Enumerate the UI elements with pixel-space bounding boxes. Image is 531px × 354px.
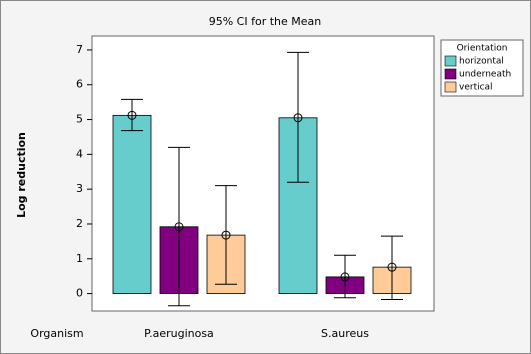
error-bar [121,98,143,132]
mean-marker [293,113,303,123]
error-bar [168,146,190,307]
mean-marker [340,272,350,282]
y-tick-label: 2 [76,217,83,230]
error-bar [287,51,309,183]
y-tick-label: 7 [76,43,83,56]
legend-label: vertical [459,83,493,93]
mean-marker [174,222,184,232]
y-tick-label: 0 [76,287,83,300]
chart-title: 95% CI for the Mean [209,15,322,28]
error-bar [334,254,356,299]
y-tick-label: 5 [76,113,83,126]
legend-swatch [444,81,457,93]
mean-marker [127,110,137,120]
legend-swatch [444,55,457,67]
legend-title: Orientation [457,44,508,54]
error-bar [381,235,403,301]
y-tick-label: 4 [76,147,83,160]
x-tick-label: P.aeruginosa [144,327,214,340]
legend-label: horizontal [459,57,504,67]
y-axis-label: Log reduction [15,132,28,218]
y-tick-label: 6 [76,78,83,91]
y-tick-label: 1 [76,252,83,265]
bar [112,114,152,294]
x-tick-label: S.aureus [321,327,369,340]
y-tick-label: 3 [76,182,83,195]
x-axis-label: Organism [30,327,83,340]
legend-swatch [444,68,457,80]
mean-marker [387,262,397,272]
mean-marker [221,230,231,240]
legend-label: underneath [459,70,511,80]
error-bar [215,185,237,285]
